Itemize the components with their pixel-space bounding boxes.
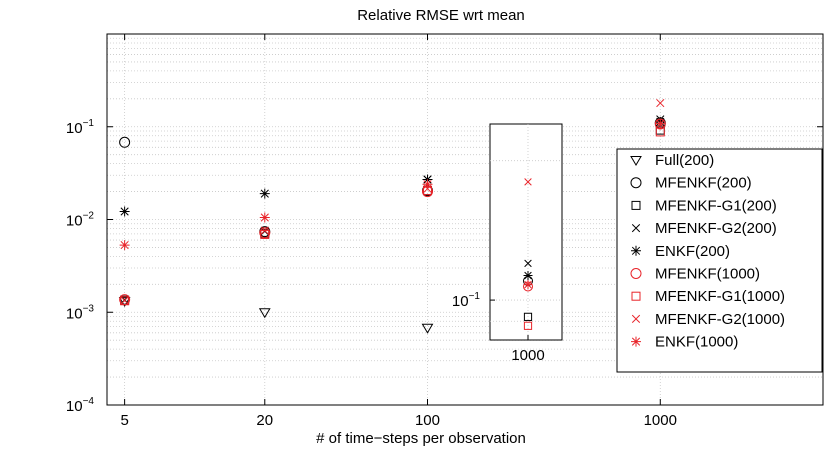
legend-box <box>616 148 823 373</box>
inset-data-point <box>523 312 533 321</box>
data-points <box>118 98 667 334</box>
legend-label: MFENKF-G1(1000) <box>655 288 785 305</box>
inset-x-tick-label: 1000 <box>511 347 544 364</box>
data-point <box>258 308 271 319</box>
data-point <box>655 118 666 129</box>
legend-marker <box>631 336 641 347</box>
data-point <box>120 296 130 306</box>
legend-marker <box>630 177 642 189</box>
legend-label: MFENKF(200) <box>655 175 752 192</box>
data-point <box>119 240 130 251</box>
inset-data-point <box>523 271 533 281</box>
legend: Full(200) MFENKF(200) MFENKF-G1(200) MFENKF… <box>616 148 823 373</box>
inset-data-point <box>524 259 532 268</box>
legend-marker <box>631 223 641 233</box>
data-point <box>119 136 131 148</box>
legend-label: MFENKF-G2(1000) <box>655 311 785 328</box>
legend-label: MFENKF(1000) <box>655 266 760 283</box>
legend-marker <box>631 245 641 256</box>
y-tick-label: 10−1 <box>66 118 95 137</box>
data-point <box>119 206 130 217</box>
data-point <box>120 296 129 305</box>
inset-y-tick-label: 10−1 <box>452 291 481 310</box>
legend-marker <box>630 156 642 166</box>
legend-label: MFENKF-G1(200) <box>655 197 777 214</box>
y-tick-label: 10−2 <box>66 211 95 230</box>
x-tick-label: 5 <box>120 412 128 429</box>
chart-title: Relative RMSE wrt mean <box>357 7 525 24</box>
legend-marker <box>631 314 641 324</box>
y-tick-label: 10−4 <box>66 396 95 415</box>
y-axis-ticks: 10−4 10−3 10−2 10−1 <box>66 118 823 415</box>
legend-label: MFENKF-G2(200) <box>655 220 777 237</box>
inset-data-point <box>524 178 532 186</box>
inset-data-point <box>523 280 533 290</box>
x-axis-ticks: 5 20 100 1000 <box>120 34 677 429</box>
legend-label: ENKF(200) <box>655 243 730 260</box>
legend-marker <box>631 291 641 301</box>
legend-label: ENKF(1000) <box>655 334 738 351</box>
x-tick-label: 100 <box>415 412 440 429</box>
data-point <box>656 98 665 108</box>
data-point <box>421 323 434 334</box>
inset-frame <box>489 123 563 341</box>
x-axis-label: # of time−steps per observation <box>316 430 526 447</box>
inset-zoom: 10−1 1000 <box>452 123 563 364</box>
data-point <box>422 179 433 190</box>
legend-marker <box>630 268 642 279</box>
legend-label: Full(200) <box>655 152 714 169</box>
x-tick-label: 20 <box>256 412 273 429</box>
plot-grid <box>107 34 823 406</box>
x-tick-label: 1000 <box>644 412 677 429</box>
data-point <box>260 226 269 235</box>
data-point <box>259 188 270 199</box>
y-tick-label: 10−3 <box>66 303 95 322</box>
data-point <box>259 227 271 239</box>
inset-data-point <box>523 321 533 330</box>
legend-marker <box>631 200 641 210</box>
data-point <box>259 212 270 223</box>
